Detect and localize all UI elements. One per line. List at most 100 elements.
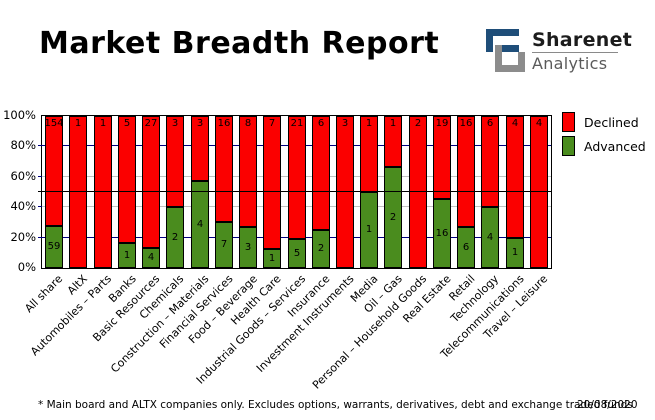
advanced-swatch-icon (562, 136, 575, 156)
bar-value-advanced: 1 (268, 253, 276, 264)
bar-value-declined: 16 (217, 118, 231, 129)
bar-value-declined: 6 (317, 118, 325, 129)
brand-divider (532, 52, 618, 53)
bar-value-advanced: 1 (365, 224, 373, 235)
bar-segment-declined (288, 116, 306, 239)
brand-tagline: Analytics (532, 54, 608, 73)
bar-value-advanced: 59 (47, 241, 61, 252)
bar-segment-declined (94, 116, 112, 268)
bar-segment-declined (215, 116, 233, 222)
bar-value-declined: 19 (435, 118, 449, 129)
y-axis-tick-label: 40% (10, 199, 36, 213)
bar-segment-declined (239, 116, 257, 227)
bar-personal-household-goods: 2 (409, 116, 427, 268)
bar-industrial-goods-services: 21 5 (288, 116, 306, 268)
brand-logo: Sharenet Analytics (486, 29, 632, 76)
bar-value-advanced: 1 (123, 250, 131, 261)
bar-segment-advanced (191, 181, 209, 268)
bar-real-estate: 19 16 (433, 116, 451, 268)
brand-text: Sharenet Analytics (532, 29, 632, 73)
bar-segment-advanced (312, 230, 330, 268)
bar-investment-instruments: 3 (336, 116, 354, 268)
axis-tick (38, 237, 42, 238)
bar-segment-advanced (142, 248, 160, 268)
bar-value-advanced: 2 (171, 232, 179, 243)
bar-segment-declined (506, 116, 524, 238)
bar-value-advanced: 7 (220, 239, 228, 250)
bar-value-declined: 27 (144, 118, 158, 129)
footnote: * Main board and ALTX companies only. Ex… (38, 399, 633, 411)
bar-value-advanced: 4 (147, 252, 155, 263)
bar-segment-declined (142, 116, 160, 248)
bar-automobiles-parts: 1 (94, 116, 112, 268)
fifty-percent-reference-line (38, 191, 552, 192)
bar-value-declined: 3 (196, 118, 204, 129)
x-axis-category-label: All share (22, 272, 66, 316)
bar-segment-advanced (239, 227, 257, 268)
bar-value-declined: 2 (414, 118, 422, 129)
axis-tick (38, 206, 42, 207)
bar-travel-leisure: 4 (530, 116, 548, 268)
bar-segment-declined (409, 116, 427, 268)
bar-basic-resources: 27 4 (142, 116, 160, 268)
bar-value-advanced: 1 (511, 247, 519, 258)
bar-value-advanced: 6 (462, 242, 470, 253)
bar-value-declined: 4 (535, 118, 543, 129)
bar-segment-declined (433, 116, 451, 199)
declined-swatch-icon (562, 112, 575, 132)
bar-value-advanced: 5 (293, 248, 301, 259)
y-axis-tick-label: 60% (10, 169, 36, 183)
bar-retail: 16 6 (457, 116, 475, 268)
bar-segment-declined (45, 116, 63, 226)
bar-segment-advanced (288, 239, 306, 268)
legend-label: Advanced (584, 138, 646, 154)
bar-value-declined: 1 (99, 118, 107, 129)
bar-value-advanced: 4 (486, 232, 494, 243)
bar-value-declined: 154 (44, 118, 64, 129)
brand-name: Sharenet (532, 29, 633, 51)
y-axis-tick-label: 80% (10, 138, 36, 152)
bar-segment-declined (336, 116, 354, 268)
bar-value-declined: 3 (171, 118, 179, 129)
bar-segment-declined (118, 116, 136, 243)
bar-financial-services: 16 7 (215, 116, 233, 268)
axis-tick (38, 145, 42, 146)
bar-value-advanced: 16 (435, 228, 449, 239)
bar-segment-advanced (457, 227, 475, 268)
bar-value-declined: 8 (244, 118, 252, 129)
bar-segment-advanced (166, 207, 184, 268)
bar-value-declined: 1 (365, 118, 373, 129)
bar-segment-declined (481, 116, 499, 207)
bar-segment-advanced (481, 207, 499, 268)
bar-segment-advanced (45, 226, 63, 268)
bar-value-declined: 4 (511, 118, 519, 129)
sharenet-maze-icon (486, 29, 525, 76)
bar-value-advanced: 3 (244, 242, 252, 253)
y-axis-tick-label: 0% (17, 260, 36, 274)
bar-segment-advanced (360, 192, 378, 268)
bar-value-declined: 6 (486, 118, 494, 129)
bar-segment-advanced (506, 238, 524, 268)
bar-segment-declined (166, 116, 184, 207)
bar-altx: 1 (69, 116, 87, 268)
bar-segment-advanced (263, 249, 281, 268)
bar-segment-advanced (433, 199, 451, 268)
bar-segment-advanced (215, 222, 233, 268)
bar-value-advanced: 2 (317, 243, 325, 254)
bar-segment-declined (69, 116, 87, 268)
report-date: 20/08/2020 (577, 399, 638, 411)
bar-value-declined: 3 (341, 118, 349, 129)
bar-value-declined: 1 (74, 118, 82, 129)
bar-value-declined: 5 (123, 118, 131, 129)
bar-segment-declined (384, 116, 402, 167)
